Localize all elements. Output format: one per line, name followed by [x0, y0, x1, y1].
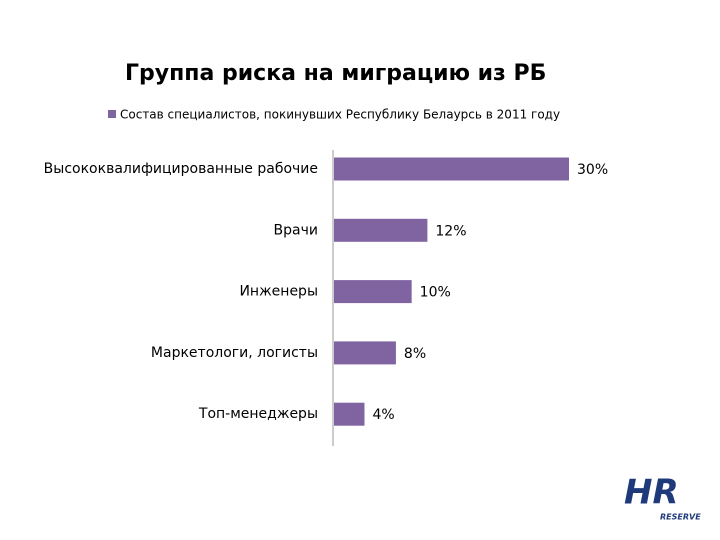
y-tick-label: Маркетологи, логисты — [151, 345, 318, 361]
value-label: 30% — [577, 162, 608, 178]
y-tick-label: Высококвалифицированные рабочие — [44, 161, 318, 177]
value-label: 4% — [372, 407, 394, 423]
value-label: 12% — [435, 223, 466, 239]
bar — [334, 157, 569, 181]
y-tick-label: Инженеры — [239, 284, 318, 300]
bar — [334, 218, 428, 242]
value-label: 10% — [420, 285, 451, 301]
logo-text: RESERVE — [660, 513, 701, 522]
value-label: 8% — [404, 346, 426, 362]
legend-label: Состав специалистов, покинувших Республи… — [120, 108, 560, 122]
logo-mark: HR — [624, 473, 679, 513]
bar — [334, 402, 365, 426]
logo: HR RESERVE — [624, 473, 701, 522]
y-tick-label: Топ-менеджеры — [198, 406, 318, 422]
legend-swatch — [108, 110, 116, 118]
bar — [334, 341, 396, 365]
chart-title: Группа риска на миграцию из РБ — [125, 61, 546, 86]
y-tick-label: Врачи — [274, 222, 318, 238]
bar — [334, 280, 412, 304]
